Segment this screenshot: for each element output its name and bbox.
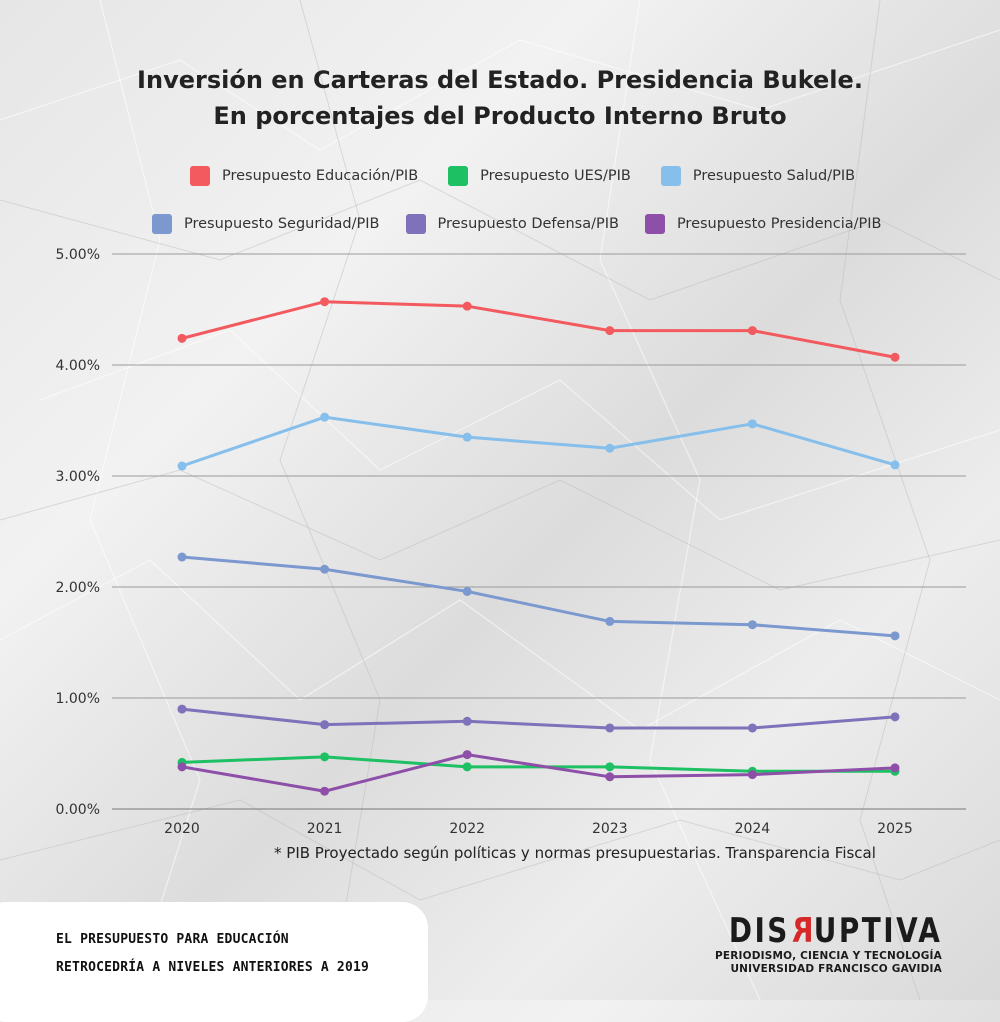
y-tick-label: 2.00% [56, 580, 100, 596]
x-tick-label: 2020 [164, 821, 200, 837]
series-line [180, 415, 897, 468]
chart-title-line-2: En porcentajes del Producto Interno Brut… [213, 102, 787, 130]
data-point [177, 552, 187, 562]
legend-row-1: Presupuesto Educación/PIB Presupuesto UE… [190, 166, 885, 186]
brand-logo: DISRUPTIVA Periodismo, Ciencia y Tecnolo… [682, 911, 942, 976]
data-point [890, 763, 900, 773]
legend-swatch-salud [660, 166, 681, 186]
legend-item-defensa: Presupuesto Defensa/PIB [405, 214, 619, 234]
data-point [747, 419, 757, 429]
series-line [180, 300, 897, 359]
y-tick-label: 3.00% [56, 469, 100, 485]
legend-label-salud: Presupuesto Salud/PIB [692, 168, 856, 184]
data-point [890, 352, 900, 362]
data-point [462, 432, 472, 442]
data-point [177, 333, 187, 343]
data-point [320, 720, 330, 730]
data-point [320, 412, 330, 422]
legend-swatch-seguridad [152, 214, 172, 234]
data-point [462, 716, 472, 726]
data-point [320, 786, 330, 796]
legend-label-presidencia: Presupuesto Presidencia/PIB [676, 216, 882, 232]
data-point [890, 712, 900, 722]
callout-line-2: RETROCEDRÍA A NIVELES ANTERIORES A 2019 [56, 960, 370, 975]
legend-item-presidencia: Presupuesto Presidencia/PIB [644, 214, 882, 234]
legend-item-educacion: Presupuesto Educación/PIB [190, 166, 418, 186]
callout-line-1: EL PRESUPUESTO PARA EDUCACIÓN [56, 932, 289, 947]
x-tick-label: 2024 [735, 821, 771, 837]
x-tick-label: 2023 [592, 821, 628, 837]
series-line [180, 555, 897, 638]
legend-label-ues: Presupuesto UES/PIB [480, 168, 631, 184]
data-point [462, 762, 472, 772]
data-point [890, 631, 900, 641]
legend-item-salud: Presupuesto Salud/PIB [660, 166, 856, 186]
data-point [177, 762, 187, 772]
series-line [180, 755, 897, 773]
footnote: * PIB Proyectado según políticas y norma… [274, 844, 876, 862]
crumpled-paper-background [0, 0, 1000, 1000]
callout-text: EL PRESUPUESTO PARA EDUCACIÓN RETROCEDRÍ… [56, 926, 369, 982]
y-tick-label: 4.00% [56, 358, 100, 374]
legend-item-ues: Presupuesto UES/PIB [448, 166, 631, 186]
legend-label-defensa: Presupuesto Defensa/PIB [437, 216, 619, 232]
data-point [462, 750, 472, 760]
brand-name: DISRUPTIVA [728, 911, 942, 951]
line-chart: 5.00% 4.00% 3.00% 2.00% 1.00% 0.00% 2020 2021 20… [56, 247, 966, 837]
data-point [320, 297, 330, 307]
y-tick-label: 1.00% [56, 691, 100, 707]
brand-name-part-2: UPTIVA [813, 911, 942, 951]
data-point [747, 723, 757, 733]
data-point [890, 460, 900, 470]
data-point [605, 772, 615, 782]
data-point [605, 326, 615, 336]
data-point [320, 564, 330, 574]
legend-row-2: Presupuesto Seguridad/PIB Presupuesto De… [152, 214, 907, 234]
data-point [177, 704, 187, 714]
series-line [180, 753, 897, 793]
data-point [605, 616, 615, 626]
data-point [462, 586, 472, 596]
data-point [605, 723, 615, 733]
legend-swatch-presidencia [644, 214, 665, 234]
data-point [605, 443, 615, 453]
brand-university: Universidad Francisco Gavidia [730, 963, 942, 975]
legend-label-educacion: Presupuesto Educación/PIB [222, 168, 419, 184]
x-tick-label: 2025 [877, 821, 913, 837]
y-tick-label: 5.00% [56, 247, 100, 263]
legend-item-seguridad: Presupuesto Seguridad/PIB [152, 214, 380, 234]
legend-swatch-ues [448, 166, 469, 186]
data-point [462, 301, 472, 311]
chart-title-line-1: Inversión en Carteras del Estado. Presid… [137, 66, 863, 94]
data-point [747, 620, 757, 630]
brand-name-mirrored-r: R [789, 911, 814, 951]
data-point [320, 752, 330, 762]
y-tick-label: 0.00% [56, 802, 100, 818]
legend-swatch-educacion [190, 166, 210, 186]
x-tick-label: 2021 [307, 821, 343, 837]
data-point [747, 770, 757, 780]
x-tick-label: 2022 [449, 821, 485, 837]
legend-swatch-defensa [405, 214, 426, 234]
legend-label-seguridad: Presupuesto Seguridad/PIB [184, 216, 380, 232]
series-line [180, 707, 897, 730]
data-point [177, 461, 187, 471]
chart-title: Inversión en Carteras del Estado. Presid… [0, 62, 1000, 134]
data-point [605, 762, 615, 772]
brand-tagline: Periodismo, Ciencia y Tecnología [714, 950, 942, 962]
brand-name-part-1: DIS [728, 911, 790, 951]
data-point [747, 326, 757, 336]
